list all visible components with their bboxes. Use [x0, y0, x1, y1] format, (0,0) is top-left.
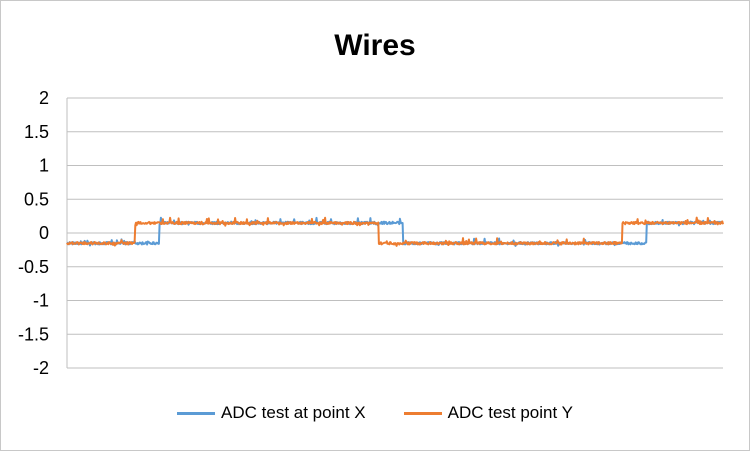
- y-tick-label: 1: [39, 156, 49, 176]
- legend-label-y: ADC test point Y: [447, 403, 573, 422]
- legend-swatch-x: [177, 411, 216, 415]
- y-tick-label: -1: [33, 291, 49, 311]
- series-line-y: [66, 216, 724, 247]
- y-tick-label: -1.5: [18, 324, 49, 344]
- legend-label-x: ADC test at point X: [221, 403, 366, 422]
- legend-swatch-y: [403, 411, 442, 415]
- legend-item-x: ADC test at point X: [177, 403, 366, 423]
- y-tick-label: -2: [33, 358, 49, 378]
- y-tick-label: 1.5: [24, 122, 49, 142]
- y-tick-label: 0: [39, 223, 49, 243]
- y-tick-label: 0.5: [24, 189, 49, 209]
- legend: ADC test at point X ADC test point Y: [1, 401, 749, 425]
- y-tick-label: -0.5: [18, 257, 49, 277]
- y-tick-label: 2: [39, 88, 49, 108]
- chart-title: Wires: [334, 29, 416, 62]
- legend-item-y: ADC test point Y: [403, 403, 573, 423]
